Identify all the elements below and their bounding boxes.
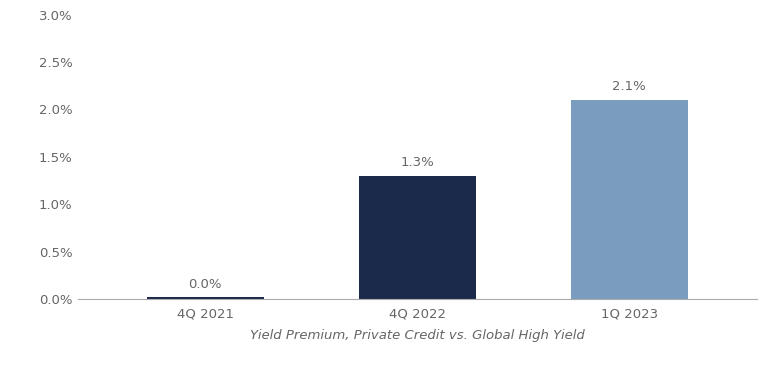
Text: 0.0%: 0.0%	[189, 278, 222, 291]
Text: 1.3%: 1.3%	[400, 156, 434, 169]
Bar	[359, 176, 476, 299]
Bar	[147, 297, 264, 299]
Text: 2.1%: 2.1%	[612, 80, 647, 93]
X-axis label: Yield Premium, Private Credit vs. Global High Yield: Yield Premium, Private Credit vs. Global…	[250, 329, 585, 342]
Bar	[571, 100, 688, 299]
